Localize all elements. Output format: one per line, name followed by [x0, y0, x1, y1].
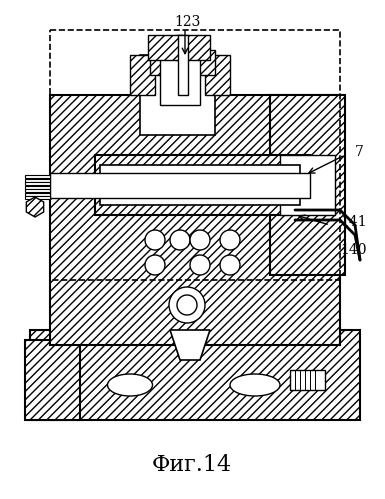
Circle shape	[190, 230, 210, 250]
Bar	[25, 189, 50, 192]
Polygon shape	[30, 330, 360, 420]
Bar	[160, 50, 200, 105]
Polygon shape	[148, 35, 182, 60]
Circle shape	[170, 230, 190, 250]
Text: 123: 123	[175, 15, 201, 29]
Polygon shape	[50, 95, 340, 345]
Polygon shape	[25, 340, 80, 420]
Circle shape	[190, 255, 210, 275]
Bar	[290, 370, 325, 390]
Bar	[25, 196, 50, 199]
Polygon shape	[130, 55, 155, 95]
Bar	[140, 55, 215, 135]
Polygon shape	[150, 50, 215, 75]
Text: Фиг.14: Фиг.14	[152, 454, 232, 476]
Polygon shape	[205, 55, 230, 95]
Bar	[25, 182, 50, 185]
Polygon shape	[270, 95, 345, 275]
Bar	[100, 165, 300, 205]
Polygon shape	[170, 330, 210, 360]
Circle shape	[220, 255, 240, 275]
Polygon shape	[175, 35, 210, 60]
Polygon shape	[26, 197, 44, 217]
Text: 7: 7	[355, 145, 364, 159]
Bar	[280, 155, 335, 215]
Circle shape	[220, 230, 240, 250]
Circle shape	[177, 295, 197, 315]
Bar	[25, 186, 50, 189]
Bar	[178, 35, 188, 95]
Bar	[25, 179, 50, 182]
Ellipse shape	[107, 374, 152, 396]
Circle shape	[145, 255, 165, 275]
Bar	[25, 175, 50, 178]
Circle shape	[169, 287, 205, 323]
Bar	[25, 193, 50, 196]
Ellipse shape	[230, 374, 280, 396]
Bar	[50, 173, 310, 198]
Text: 140: 140	[340, 243, 367, 257]
Polygon shape	[95, 155, 310, 215]
Bar	[50, 30, 340, 280]
Text: 141: 141	[340, 215, 367, 229]
Circle shape	[145, 230, 165, 250]
